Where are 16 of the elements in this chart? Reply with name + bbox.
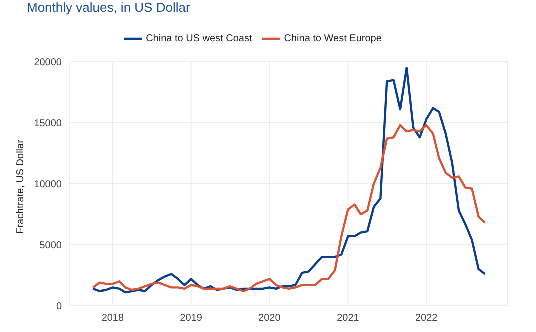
legend-label: China to West Europe <box>284 34 382 45</box>
y-tick-label: 5000 <box>40 240 62 252</box>
x-tick-label: 2019 <box>180 313 203 324</box>
line-series <box>92 67 486 294</box>
y-axis-title: Frachtrate, US Dollar <box>16 139 27 234</box>
y-tick-label: 15000 <box>34 118 62 130</box>
y-tick-label: 10000 <box>34 180 62 191</box>
y-tick-label: 0 <box>56 302 62 313</box>
x-tick-label: 2020 <box>258 313 282 324</box>
x-tick-label: 2022 <box>416 313 438 324</box>
x-tick-label: 2021 <box>337 313 360 324</box>
line-series <box>92 124 486 292</box>
legend-label: China to US west Coast <box>146 34 252 45</box>
chart-subtitle: Monthly values, in US Dollar <box>27 0 190 15</box>
y-tick-label: 20000 <box>34 58 62 69</box>
x-tick-label: 2018 <box>102 313 124 324</box>
